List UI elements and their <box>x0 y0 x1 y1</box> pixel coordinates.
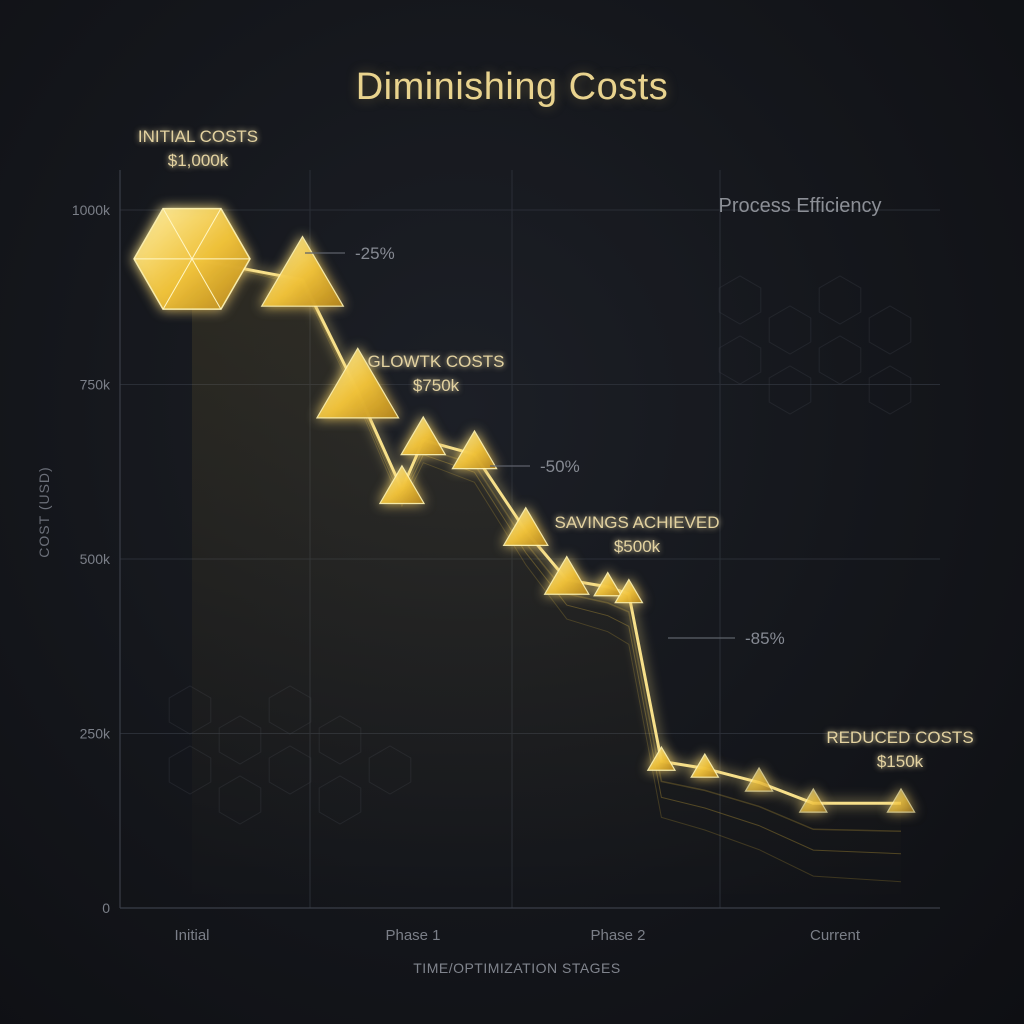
hexagon <box>768 305 812 355</box>
data-point <box>690 752 720 778</box>
data-point <box>593 571 623 597</box>
annotation-label: INITIAL COSTS <box>138 127 258 146</box>
y-tick-label: 0 <box>102 900 110 916</box>
x-tick-label: Phase 1 <box>385 927 440 944</box>
data-point <box>798 787 828 813</box>
data-point <box>315 347 400 419</box>
data-point <box>260 235 345 307</box>
data-point-facets <box>134 208 250 310</box>
data-point <box>614 578 644 604</box>
hexagon <box>768 365 812 415</box>
x-tick-label: Current <box>810 927 861 944</box>
data-point <box>378 464 426 505</box>
annotation-value: $1,000k <box>168 151 229 170</box>
data-point <box>502 506 549 546</box>
y-tick-label: 500k <box>80 551 111 567</box>
annotation-value: $500k <box>614 537 661 556</box>
hexagon <box>718 335 762 385</box>
data-markers <box>133 207 916 813</box>
data-point <box>543 555 590 595</box>
annotation-label: REDUCED COSTS <box>826 728 973 747</box>
flow-trail <box>191 258 902 883</box>
hexagon <box>718 275 762 325</box>
percent-callout: -25% <box>355 244 395 263</box>
series-area <box>192 258 901 908</box>
data-point <box>646 745 677 771</box>
hexagon <box>868 305 912 355</box>
annotation-value: $750k <box>413 376 460 395</box>
process-efficiency-label: Process Efficiency <box>718 195 881 217</box>
annotation-label: GLOWTK COSTS <box>368 352 505 371</box>
x-tick-label: Initial <box>174 927 209 944</box>
y-tick-label: 1000k <box>72 202 111 218</box>
data-point <box>744 766 774 792</box>
percent-callout: -50% <box>540 457 580 476</box>
percent-callout: -85% <box>745 629 785 648</box>
chart-title: Diminishing Costs <box>355 66 669 108</box>
annotations: INITIAL COSTS $1,000k GLOWTK COSTS $750k SAV… <box>138 127 974 771</box>
data-point <box>886 787 916 813</box>
y-tick-label: 250k <box>80 726 111 742</box>
x-tick-label: Phase 2 <box>590 927 645 944</box>
annotation-value: $150k <box>877 752 924 771</box>
data-point <box>400 415 447 456</box>
y-tick-label: 750k <box>80 377 111 393</box>
hexagon <box>868 365 912 415</box>
hexagon <box>818 335 862 385</box>
x-axis-label: TIME/OPTIMIZATION STAGES <box>413 960 621 976</box>
annotation-label: SAVINGS ACHIEVED <box>554 513 719 532</box>
hexagon <box>818 275 862 325</box>
data-point <box>451 429 498 470</box>
flow-trail <box>191 258 902 855</box>
